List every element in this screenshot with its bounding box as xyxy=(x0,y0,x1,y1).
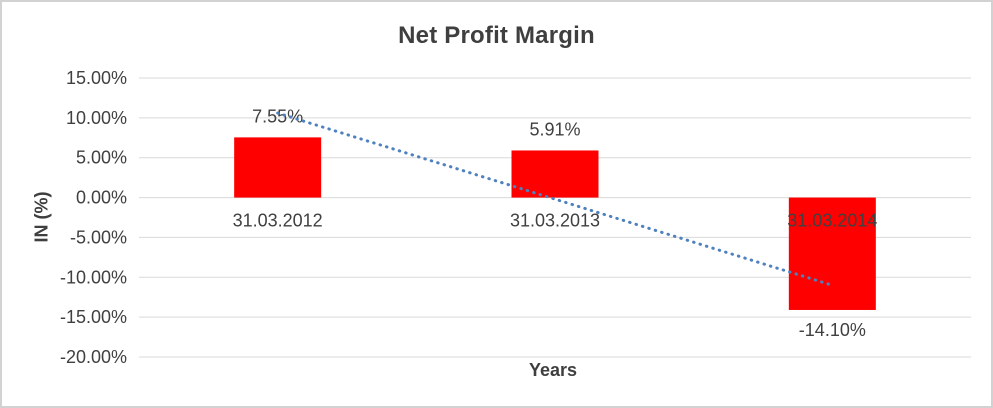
chart-title: Net Profit Margin xyxy=(398,22,595,49)
value-label: -14.10% xyxy=(799,320,866,340)
y-tick-label: 10.00% xyxy=(66,108,127,128)
x-axis-title: Years xyxy=(528,360,578,380)
trendline xyxy=(276,111,834,287)
bar xyxy=(234,137,322,198)
value-label: 5.91% xyxy=(529,119,580,139)
y-tick-label: 5.00% xyxy=(76,148,127,168)
bar xyxy=(788,197,876,310)
y-tick-label: 0.00% xyxy=(76,188,127,208)
bar xyxy=(511,150,599,198)
category-label: 31.03.2013 xyxy=(510,211,600,231)
y-tick-label: -10.00% xyxy=(60,267,127,287)
y-tick-label: -15.00% xyxy=(60,307,127,327)
y-tick-label: 15.00% xyxy=(66,68,127,88)
value-label: 7.55% xyxy=(252,106,303,126)
y-tick-label: -20.00% xyxy=(60,347,127,367)
category-label: 31.03.2014 xyxy=(787,211,877,231)
category-label: 31.03.2012 xyxy=(233,211,323,231)
y-tick-label: -5.00% xyxy=(70,227,127,247)
